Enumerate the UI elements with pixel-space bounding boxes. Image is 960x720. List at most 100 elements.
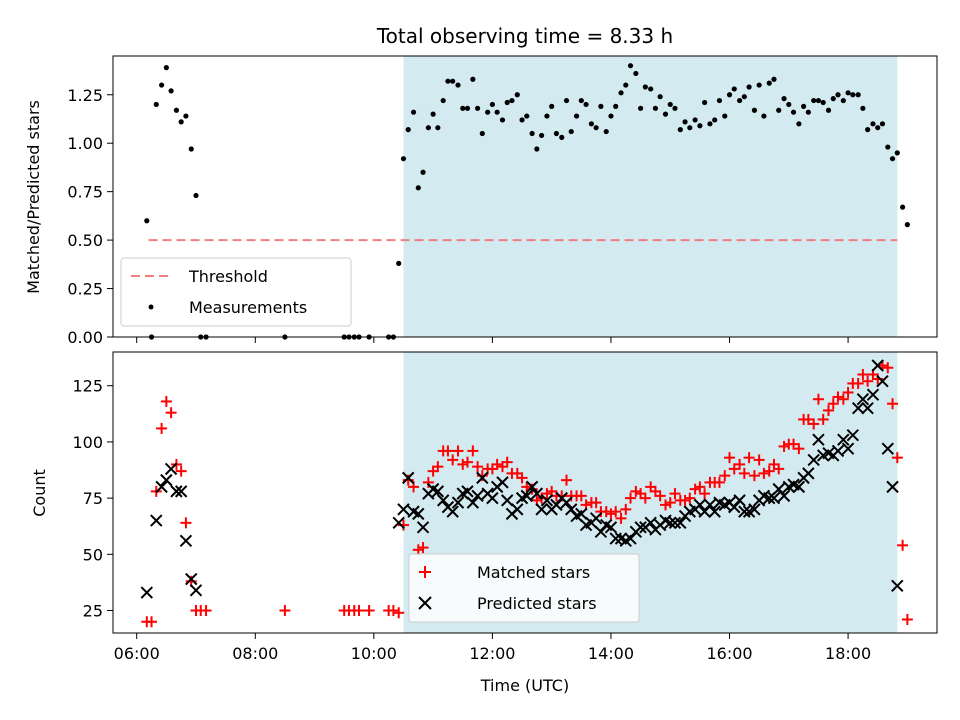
matched-star-point bbox=[713, 476, 725, 488]
predicted-star-point bbox=[535, 503, 548, 516]
matched-star-point bbox=[476, 470, 488, 482]
predicted-star-point bbox=[664, 516, 677, 530]
predicted-star-point bbox=[792, 480, 806, 494]
predicted-star-point bbox=[466, 496, 480, 509]
matched-star-point bbox=[891, 452, 903, 464]
top-legend-box bbox=[120, 257, 352, 327]
measurement-point bbox=[637, 105, 644, 111]
matched-star-point bbox=[897, 539, 909, 551]
predicted-star-point bbox=[412, 507, 425, 521]
predicted-star-point bbox=[575, 507, 588, 521]
predicted-star-point bbox=[520, 489, 533, 503]
matched-star-point bbox=[689, 483, 701, 495]
measurement-point bbox=[603, 128, 609, 135]
predicted-star-point bbox=[668, 516, 682, 530]
matched-star-point bbox=[738, 467, 750, 479]
measurement-point bbox=[519, 117, 525, 123]
measurement-point bbox=[879, 121, 886, 127]
measurement-point bbox=[499, 117, 506, 123]
matched-star-point bbox=[541, 488, 553, 500]
measurement-point bbox=[667, 101, 673, 108]
legend-threshold-label: Threshold bbox=[188, 267, 268, 286]
measurement-point bbox=[811, 97, 817, 104]
matched-star-point bbox=[842, 386, 854, 398]
measurement-point bbox=[672, 105, 678, 111]
measurement-point bbox=[716, 97, 723, 104]
measurement-point bbox=[430, 111, 436, 117]
predicted-star-point bbox=[767, 491, 781, 505]
measurement-point bbox=[801, 103, 807, 109]
bottom-y-axis-label: Count bbox=[30, 469, 49, 517]
predicted-star-point bbox=[397, 503, 410, 516]
measurement-point bbox=[677, 127, 683, 133]
measurements-series bbox=[144, 63, 910, 340]
matched-star-point bbox=[422, 476, 434, 488]
measurement-point bbox=[662, 111, 669, 117]
matched-star-point bbox=[472, 461, 484, 473]
measurement-point bbox=[805, 109, 811, 115]
measurement-point bbox=[796, 121, 802, 127]
predicted-star-point bbox=[738, 505, 751, 518]
matched-star-point bbox=[778, 440, 790, 452]
y-tick-label: 0.75 bbox=[67, 183, 103, 202]
measurement-point bbox=[485, 109, 491, 115]
predicted-star-point bbox=[886, 480, 899, 494]
predicted-star-point bbox=[476, 471, 489, 485]
measurement-point bbox=[900, 204, 906, 210]
measurement-point bbox=[440, 97, 446, 104]
matched-star-point bbox=[353, 605, 365, 617]
matched-star-point bbox=[659, 499, 671, 511]
measurement-point bbox=[726, 92, 733, 98]
x-tick-label: 16:00 bbox=[706, 644, 752, 663]
measurement-point bbox=[623, 82, 629, 88]
matched-star-point bbox=[467, 445, 479, 457]
measurement-point bbox=[894, 150, 900, 156]
y-tick-label: 0.50 bbox=[67, 231, 103, 250]
matched-star-point bbox=[516, 472, 528, 484]
matched-star-point bbox=[279, 605, 291, 617]
matched-star-point bbox=[412, 544, 424, 556]
measurement-point bbox=[840, 97, 846, 104]
measurement-point bbox=[173, 107, 180, 113]
measurement-point bbox=[751, 107, 758, 113]
matched-star-point bbox=[610, 506, 622, 518]
predicted-star-point bbox=[150, 514, 163, 527]
measurement-point bbox=[815, 97, 822, 104]
measurement-point bbox=[875, 125, 881, 131]
matched-star-point bbox=[817, 413, 829, 425]
bottom-panel-frame bbox=[112, 351, 938, 634]
predicted-star-point bbox=[402, 471, 415, 485]
matched-star-point bbox=[590, 497, 602, 509]
matched-star-point bbox=[402, 474, 414, 486]
measurement-point bbox=[593, 125, 599, 131]
measurement-point bbox=[820, 99, 826, 106]
legend-predicted-label: Predicted stars bbox=[477, 594, 597, 613]
measurement-point bbox=[855, 92, 861, 98]
predicted-star-point bbox=[179, 534, 193, 548]
measurement-point bbox=[534, 146, 540, 152]
matched-star-point bbox=[639, 492, 651, 504]
predicted-star-point bbox=[185, 572, 198, 586]
matched-star-point bbox=[748, 470, 760, 482]
predicted-star-point bbox=[416, 521, 430, 534]
measurement-point bbox=[460, 105, 466, 111]
predicted-star-point bbox=[560, 496, 573, 509]
measurement-point bbox=[435, 125, 441, 131]
x-axis-label: Time (UTC) bbox=[480, 676, 569, 695]
measurement-point bbox=[153, 101, 159, 108]
legend-measurements-swatch bbox=[148, 304, 154, 310]
predicted-star-point bbox=[812, 433, 825, 446]
matched-star-point bbox=[432, 461, 444, 473]
top-x-ticks bbox=[136, 337, 849, 343]
predicted-star-point bbox=[841, 442, 855, 455]
measurement-point bbox=[420, 169, 426, 175]
predicted-star-point bbox=[708, 505, 721, 518]
predicted-star-point bbox=[501, 494, 514, 507]
matched-stars-series bbox=[141, 359, 913, 628]
measurement-point bbox=[761, 113, 767, 119]
x-tick-label: 10:00 bbox=[351, 644, 397, 663]
predicted-star-point bbox=[486, 491, 499, 505]
measurement-point bbox=[168, 88, 174, 94]
matched-star-point bbox=[827, 398, 839, 410]
measurement-point bbox=[588, 121, 594, 127]
